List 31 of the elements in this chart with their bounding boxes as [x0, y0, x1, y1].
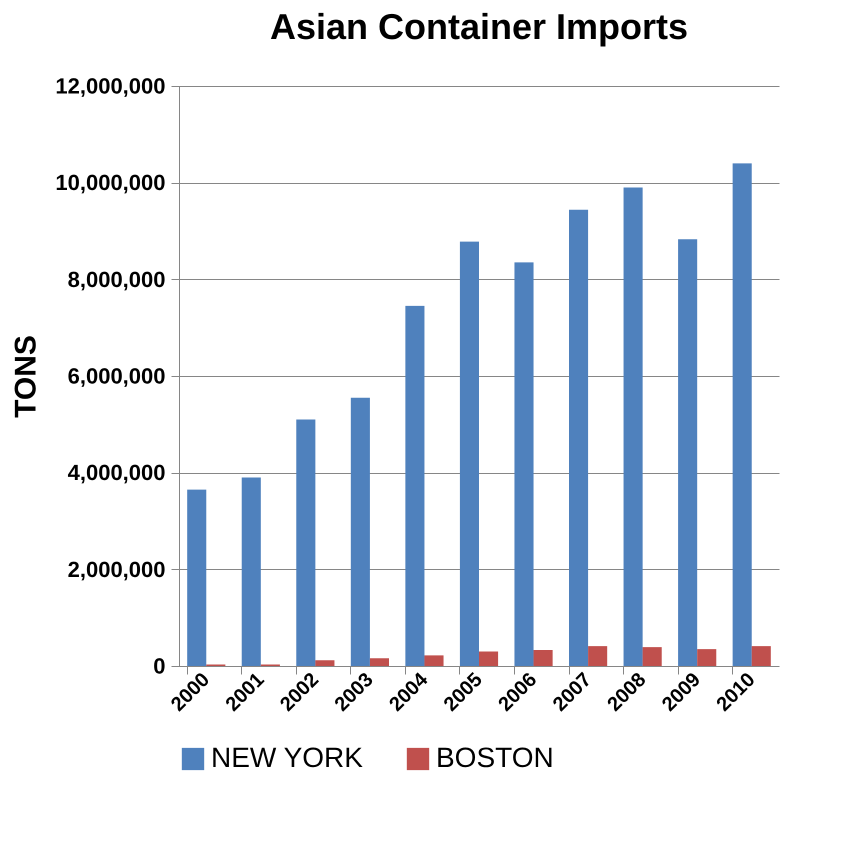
bar	[296, 420, 316, 666]
y-tick-label: 6,000,000	[68, 364, 166, 388]
legend-label: NEW YORK	[211, 742, 364, 773]
bar	[642, 647, 662, 666]
bar	[514, 262, 534, 666]
bar	[242, 478, 261, 666]
bar	[588, 646, 608, 666]
bar	[752, 646, 771, 666]
bar	[370, 658, 389, 666]
bar	[732, 163, 752, 666]
bar	[460, 242, 479, 666]
chart-title: Asian Container Imports	[270, 6, 688, 47]
bar	[315, 660, 334, 666]
y-tick-label: 12,000,000	[55, 74, 166, 98]
y-tick-label: 10,000,000	[55, 170, 166, 196]
y-tick-label: 4,000,000	[68, 460, 166, 486]
y-axis-title: TONS	[9, 335, 42, 418]
bar	[534, 650, 553, 666]
bar	[479, 652, 498, 666]
legend-label: BOSTON	[436, 742, 554, 773]
bar	[678, 239, 698, 666]
bar	[697, 649, 716, 666]
bar	[350, 398, 370, 666]
bar	[624, 188, 643, 666]
y-tick-label: 8,000,000	[68, 266, 166, 292]
bar	[187, 490, 206, 666]
y-tick-label: 0	[153, 654, 166, 678]
bar	[405, 306, 424, 666]
y-tick-label: 2,000,000	[68, 556, 166, 582]
bar	[424, 655, 444, 666]
bar	[569, 210, 588, 666]
